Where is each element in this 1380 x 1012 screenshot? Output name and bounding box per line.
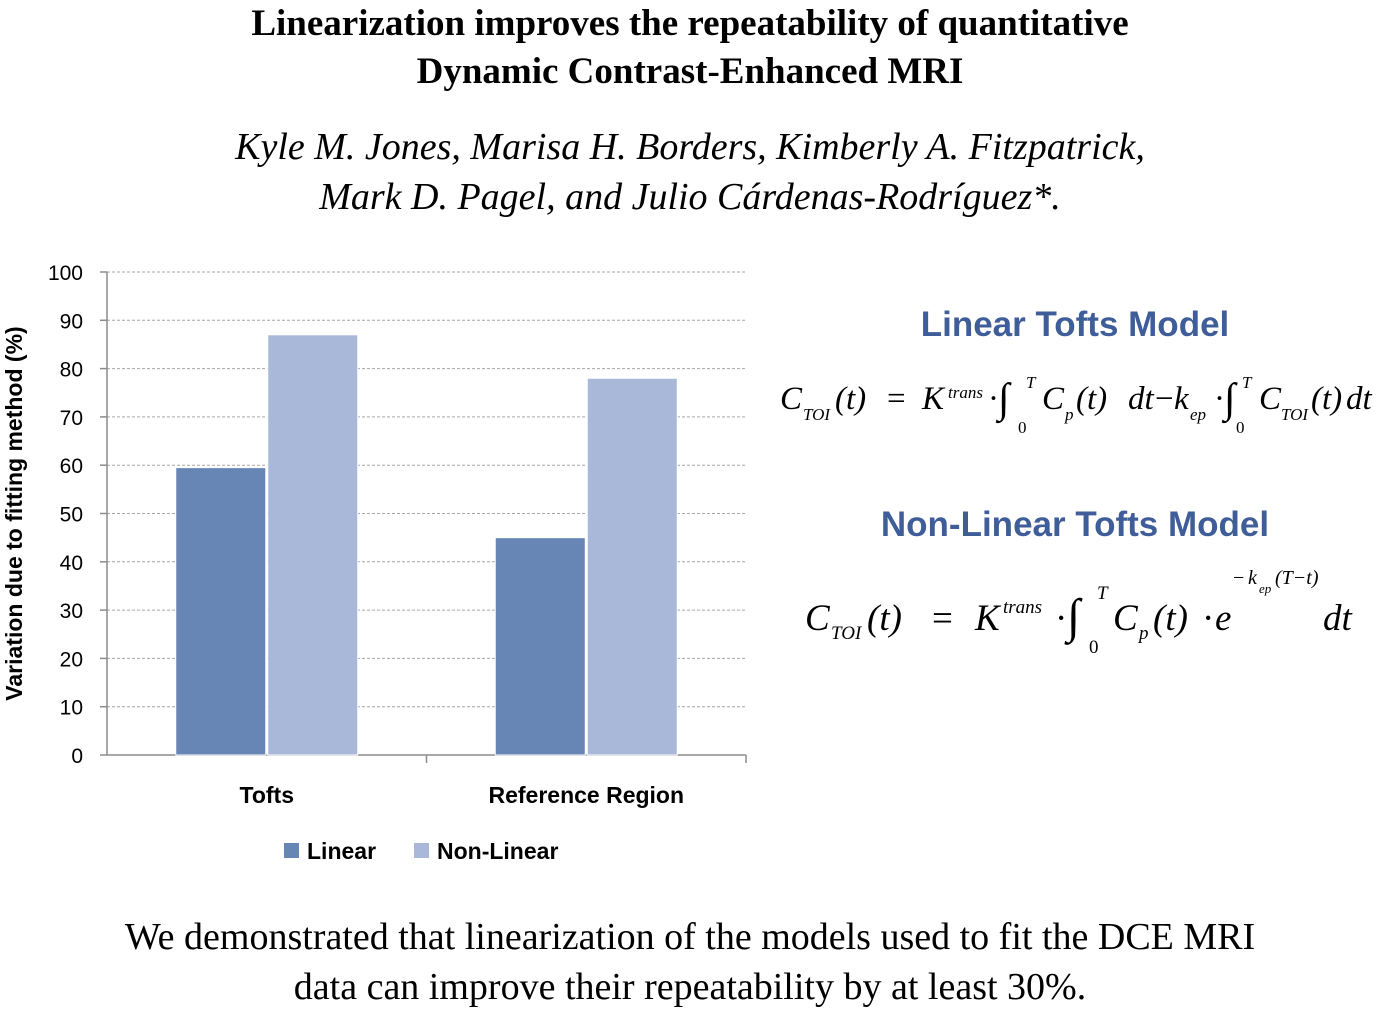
- conclusion-line-2: data can improve their repeatability by …: [293, 966, 1087, 1008]
- eq-minus: −: [1155, 381, 1174, 417]
- eq-argument: (t): [1076, 381, 1108, 417]
- y-tick-label: 60: [60, 455, 83, 478]
- y-tick-label: 30: [60, 600, 83, 623]
- eq-c: C: [1113, 598, 1138, 639]
- bar: [586, 377, 678, 756]
- nonlinear-tofts-equation: C TOI (t) = K trans · ∫ T 0 C p (t) · e …: [805, 565, 1375, 665]
- authors-line-2: Mark D. Pagel, and Julio Cárdenas-Rodríg…: [319, 176, 1061, 218]
- eq-argument: (t): [1153, 598, 1188, 639]
- eq-exponential-e: e: [1215, 598, 1232, 639]
- y-tick-label: 20: [60, 648, 83, 671]
- eq-subscript: TOI: [1281, 405, 1309, 424]
- eq-c: C: [1042, 381, 1065, 417]
- eq-c: C: [805, 598, 830, 639]
- integral-sign: ∫: [998, 376, 1010, 422]
- eq-dot: ·: [1214, 381, 1225, 417]
- y-axis-title: Variation due to fitting method (%): [1, 326, 27, 700]
- y-tick-label: 80: [60, 359, 83, 382]
- eq-c: C: [780, 381, 803, 417]
- bar: [267, 334, 359, 756]
- eq-exponent-argument: (T−t): [1275, 567, 1319, 589]
- eq-dot: ·: [988, 381, 999, 417]
- nonlinear-model-heading: Non-Linear Tofts Model: [880, 505, 1270, 544]
- title-line-1: Linearization improves the repeatability…: [251, 3, 1129, 44]
- integral-lower-limit: 0: [1018, 418, 1027, 437]
- eq-differential: dt: [1346, 381, 1372, 417]
- eq-subscript: p: [1065, 405, 1074, 424]
- linear-tofts-equation: C TOI (t) = K trans · ∫ T 0 C p (t) dt −…: [780, 373, 1380, 445]
- authors-line-1: Kyle M. Jones, Marisa H. Borders, Kimber…: [235, 126, 1145, 168]
- poster-title: Linearization improves the repeatability…: [0, 0, 1380, 96]
- eq-argument: (t): [867, 598, 902, 639]
- eq-superscript: trans: [1003, 597, 1043, 618]
- legend-swatch: [414, 843, 429, 858]
- eq-k: K: [922, 381, 945, 417]
- eq-c: C: [1259, 381, 1282, 417]
- eq-k: k: [1174, 381, 1189, 417]
- eq-argument: (t): [1311, 381, 1343, 417]
- eq-subscript: ep: [1190, 405, 1207, 424]
- legend-label: Non-Linear: [437, 838, 558, 864]
- y-tick-label: 100: [48, 262, 83, 285]
- eq-k: k: [1248, 567, 1257, 589]
- conclusion-line-1: We demonstrated that linearization of th…: [124, 916, 1256, 958]
- bar-chart: 0 10 20 30 40 50 60 70 80 90 100 Tofts Reference Reg…: [1, 262, 747, 864]
- integral-sign: ∫: [1224, 376, 1236, 422]
- linear-model-heading: Linear Tofts Model: [920, 305, 1230, 344]
- eq-dot: ·: [1055, 598, 1068, 639]
- y-tick-label: 50: [60, 504, 83, 527]
- eq-differential: dt: [1323, 598, 1352, 639]
- eq-argument: (t): [835, 381, 867, 417]
- eq-minus: −: [1233, 567, 1245, 589]
- integral-upper-limit: T: [1026, 373, 1036, 392]
- title-line-2: Dynamic Contrast-Enhanced MRI: [416, 51, 964, 92]
- eq-dot: ·: [1202, 598, 1215, 639]
- eq-equals: =: [932, 598, 953, 639]
- integral-lower-limit: 0: [1089, 637, 1099, 658]
- eq-equals: =: [887, 381, 906, 417]
- eq-subscript: TOI: [803, 405, 831, 424]
- y-tick-label: 70: [60, 407, 83, 430]
- y-tick-label: 40: [60, 552, 83, 575]
- y-tick-label: 10: [60, 697, 83, 720]
- integral-sign: ∫: [1067, 590, 1081, 643]
- y-tick-label: 90: [60, 310, 83, 333]
- eq-subscript: ep: [1259, 581, 1272, 596]
- eq-k: K: [975, 598, 1000, 639]
- x-category-label: Tofts: [239, 782, 294, 808]
- bar: [494, 537, 586, 756]
- integral-upper-limit: T: [1242, 373, 1252, 392]
- eq-subscript: TOI: [831, 623, 862, 644]
- legend-swatch: [284, 843, 299, 858]
- conclusion-text: We demonstrated that linearization of th…: [0, 912, 1380, 1012]
- author-list: Kyle M. Jones, Marisa H. Borders, Kimber…: [0, 122, 1380, 222]
- eq-differential: dt: [1128, 381, 1154, 417]
- integral-upper-limit: T: [1097, 583, 1108, 604]
- bar: [175, 467, 267, 756]
- integral-lower-limit: 0: [1236, 418, 1245, 437]
- x-category-label: Reference Region: [488, 782, 684, 808]
- eq-subscript: p: [1139, 623, 1149, 644]
- eq-superscript: trans: [948, 383, 983, 402]
- y-tick-label: 0: [71, 745, 83, 768]
- legend-label: Linear: [307, 838, 376, 864]
